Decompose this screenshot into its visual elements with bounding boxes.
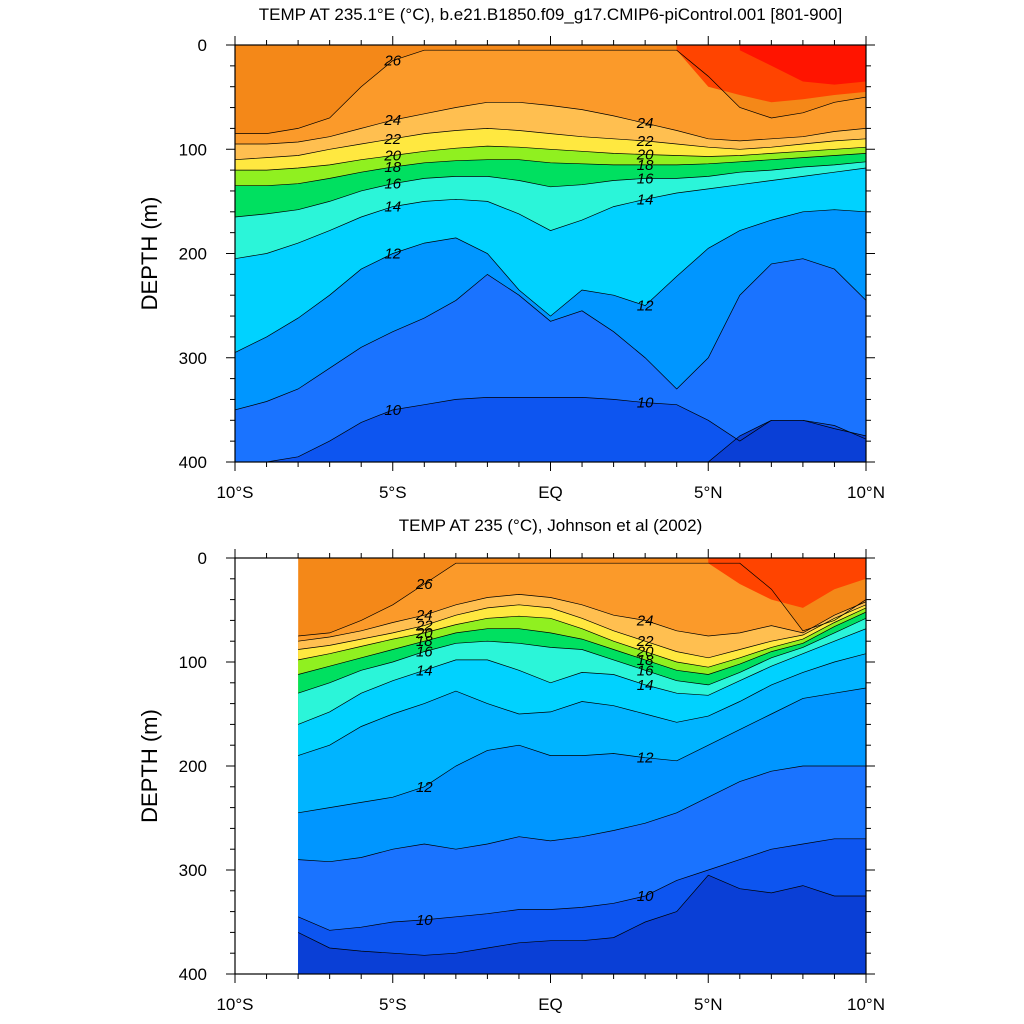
y-tick-label: 100 <box>179 653 207 672</box>
contour-label: 18 <box>384 159 401 176</box>
contour-label: 22 <box>383 131 401 148</box>
contour-label: 22 <box>636 133 654 150</box>
y-axis: 0 100 200 300 400 <box>179 36 875 472</box>
isotherm-12 <box>298 687 867 814</box>
contour-label: 24 <box>383 112 401 129</box>
contour-label: 18 <box>416 633 433 650</box>
contour-label: 14 <box>637 191 654 208</box>
isotherm-16 <box>298 617 867 694</box>
contour-label: 12 <box>637 298 654 315</box>
isotherm-11 <box>235 258 866 411</box>
contour-label: 20 <box>383 148 401 165</box>
isotherm-24 <box>298 594 867 642</box>
x-tick-label: 10°S <box>216 483 253 502</box>
contour-label: 24 <box>415 607 433 624</box>
contour-label: 14 <box>637 677 654 694</box>
x-tick-label: 10°S <box>216 995 253 1014</box>
contour-label: 16 <box>416 644 433 661</box>
contour-label: 20 <box>636 644 654 661</box>
contour-label: 16 <box>637 170 654 187</box>
contour-label: 26 <box>415 576 433 593</box>
contour-label: 12 <box>416 779 433 796</box>
isotherm-14 <box>235 167 866 260</box>
x-axis: 10°S 5°S EQ 5°N 10°N <box>216 549 885 1014</box>
contour-fills <box>298 558 867 974</box>
isotherm-10 <box>235 397 866 462</box>
y-tick-label: 200 <box>179 757 207 776</box>
contour-label: 14 <box>416 662 433 679</box>
contour-label: 20 <box>636 146 654 163</box>
isotherm-26 <box>235 49 866 134</box>
contour-label: 12 <box>637 750 654 767</box>
y-axis-title: DEPTH (m) <box>137 197 162 311</box>
isotherm-12 <box>235 209 866 353</box>
isotherm-18 <box>298 611 867 675</box>
band-27 <box>708 558 866 608</box>
y-axis: 0 100 200 300 400 <box>179 549 875 984</box>
x-tick-label: 10°N <box>847 483 885 502</box>
contour-label: 24 <box>636 115 654 132</box>
contour-label: 12 <box>384 246 401 263</box>
y-tick-label: 0 <box>198 36 207 55</box>
contour-label: 14 <box>384 199 401 216</box>
x-tick-label: EQ <box>538 995 563 1014</box>
contour-label: 26 <box>383 53 401 70</box>
contour-label: 16 <box>637 662 654 679</box>
x-tick-label: 5°S <box>379 483 407 502</box>
isotherm-9 <box>298 874 866 956</box>
contour-label: 16 <box>384 176 401 193</box>
isotherm-20 <box>235 145 866 171</box>
contour-lines <box>298 562 867 956</box>
contour-label: 22 <box>636 633 654 650</box>
contour-label: 10 <box>384 402 401 419</box>
contour-label: 20 <box>415 625 433 642</box>
y-tick-label: 400 <box>179 453 207 472</box>
isotherm-13 <box>298 653 867 756</box>
x-axis: 10°S 5°S EQ 5°N 10°N <box>216 36 885 502</box>
contour-label: 22 <box>415 618 433 635</box>
isotherm-22 <box>235 128 866 161</box>
y-tick-label: 400 <box>179 965 207 984</box>
x-tick-label: 5°N <box>694 483 723 502</box>
y-tick-label: 0 <box>198 549 207 568</box>
y-tick-label: 200 <box>179 245 207 264</box>
chart-title: TEMP AT 235 (°C), Johnson et al (2002) <box>399 516 703 535</box>
x-tick-label: 10°N <box>847 995 885 1014</box>
band-8 <box>298 875 866 974</box>
isotherm-26 <box>298 562 867 637</box>
contour-label: 18 <box>637 652 654 669</box>
y-tick-label: 300 <box>179 349 207 368</box>
band-9 <box>235 397 866 462</box>
isotherm-11 <box>298 765 866 863</box>
band-28 <box>739 45 866 85</box>
contour-label: 10 <box>637 888 654 905</box>
y-tick-label: 300 <box>179 861 207 880</box>
contour-label: 24 <box>636 612 654 629</box>
isotherm-9 <box>707 419 866 462</box>
x-tick-label: 5°S <box>379 995 407 1014</box>
contour-lines <box>235 49 866 462</box>
x-tick-label: 5°N <box>694 995 723 1014</box>
isotherm-22 <box>298 604 867 659</box>
isotherm-16 <box>235 161 866 218</box>
contour-label: 18 <box>637 157 654 174</box>
contour-label: 10 <box>416 912 433 929</box>
contour-label: 10 <box>637 395 654 412</box>
isotherm-24 <box>235 101 866 145</box>
contour-fills <box>235 45 866 462</box>
isotherm-14 <box>298 628 867 725</box>
x-tick-label: EQ <box>538 483 563 502</box>
panel-bottom: 2624242222202018181616141412121010010020… <box>137 516 885 1014</box>
band-8 <box>708 420 866 462</box>
isotherm-20 <box>298 607 867 668</box>
y-tick-label: 100 <box>179 140 207 159</box>
isotherm-18 <box>235 153 866 187</box>
y-axis-title: DEPTH (m) <box>137 709 162 823</box>
isotherm-10 <box>298 838 866 931</box>
chart-title: TEMP AT 235.1°E (°C), b.e21.B1850.f09_g1… <box>259 5 842 24</box>
